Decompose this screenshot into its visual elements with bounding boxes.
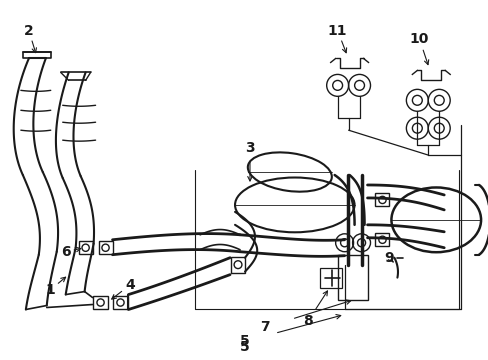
Text: 10: 10 (409, 32, 428, 46)
Text: 11: 11 (327, 23, 346, 37)
Bar (337, 255, 367, 300)
Text: 5: 5 (240, 340, 249, 354)
Text: 5: 5 (240, 334, 249, 348)
Text: 4: 4 (125, 278, 135, 292)
Text: 8: 8 (302, 314, 312, 328)
Bar (99, 241, 112, 254)
Bar (113, 296, 128, 309)
Text: 2: 2 (24, 23, 34, 37)
Text: 7: 7 (260, 320, 269, 334)
Bar (230, 257, 244, 273)
Bar (375, 193, 388, 206)
Text: 1: 1 (46, 283, 56, 297)
Text: 3: 3 (244, 141, 254, 155)
Bar (375, 233, 388, 246)
Bar (319, 268, 341, 288)
Bar (93, 296, 108, 309)
Bar (79, 241, 92, 254)
Text: 6: 6 (61, 245, 70, 259)
Text: 9: 9 (384, 251, 393, 265)
